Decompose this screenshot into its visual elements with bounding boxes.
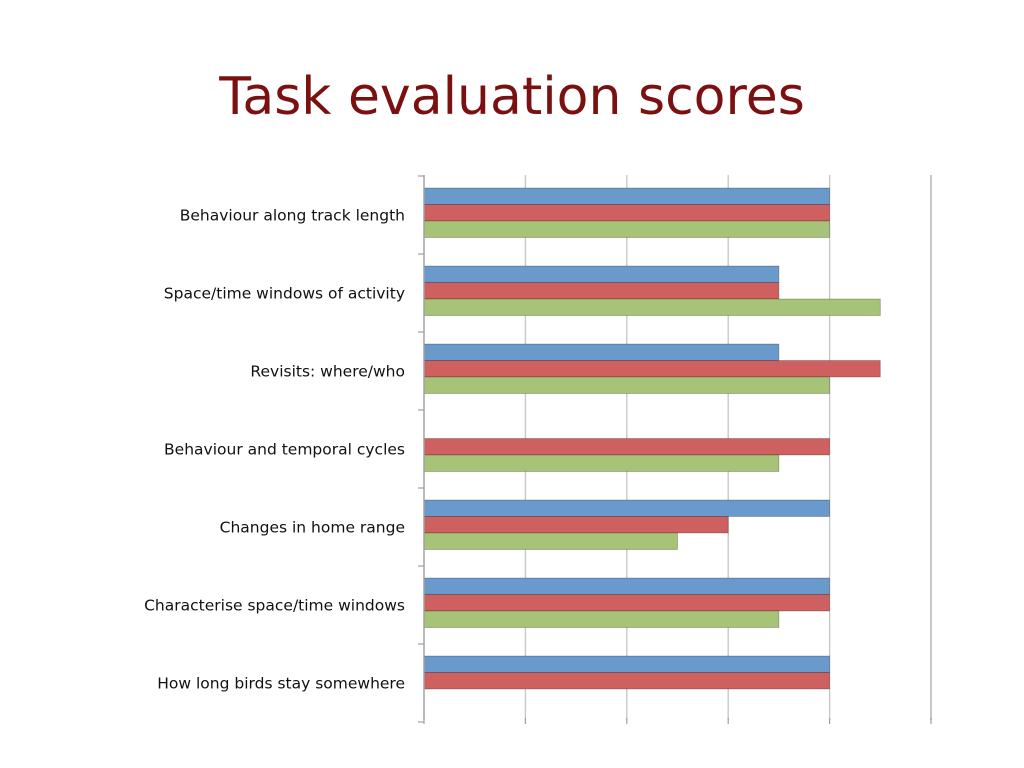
category-labels: Behaviour along track length Space/time w…	[144, 207, 405, 693]
bar	[423, 594, 831, 612]
category-label: Characterise space/time windows	[144, 597, 405, 615]
bar	[423, 298, 881, 316]
bar	[423, 672, 831, 690]
bar	[423, 499, 831, 517]
bar	[423, 343, 780, 361]
bar	[423, 454, 780, 472]
bar	[423, 204, 831, 222]
bar	[423, 438, 831, 456]
axes	[418, 175, 932, 724]
bar	[423, 220, 831, 238]
bar	[423, 376, 831, 394]
category-label: Behaviour along track length	[180, 207, 405, 225]
bar	[423, 610, 780, 628]
bars	[423, 187, 881, 690]
bar	[423, 516, 729, 534]
bar	[423, 187, 831, 205]
bar	[423, 282, 780, 300]
category-label: Behaviour and temporal cycles	[164, 441, 405, 459]
bar	[423, 577, 831, 595]
bar	[423, 532, 678, 550]
bar	[423, 265, 780, 283]
category-label: Space/time windows of activity	[164, 285, 405, 303]
bar	[423, 360, 881, 378]
bar	[423, 655, 831, 673]
category-label: How long birds stay somewhere	[157, 675, 405, 693]
category-label: Changes in home range	[220, 519, 405, 537]
slide-title: Task evaluation scores	[219, 67, 805, 127]
category-label: Revisits: where/who	[250, 363, 405, 381]
